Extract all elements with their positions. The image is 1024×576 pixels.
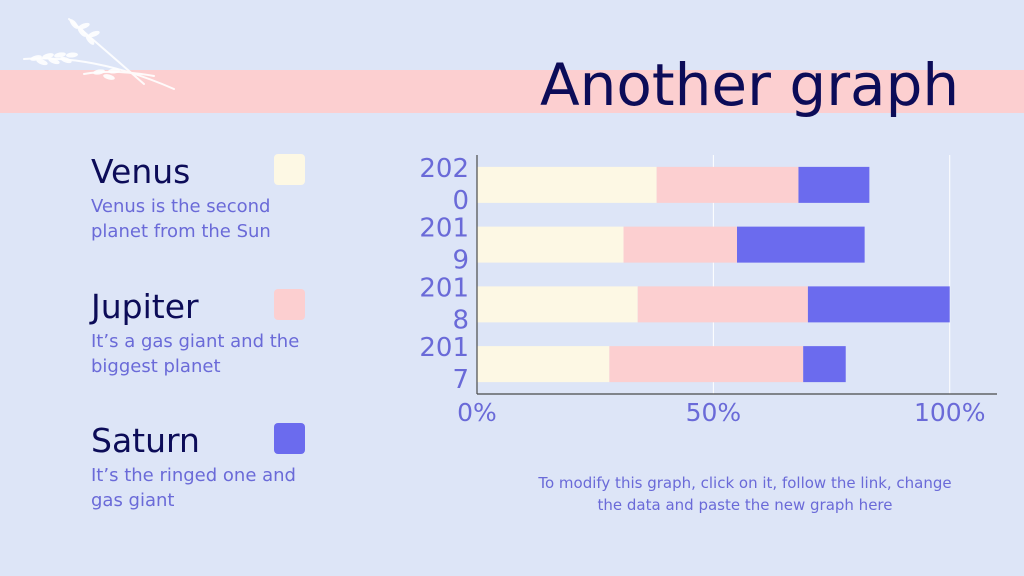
legend-name: Saturn — [91, 421, 200, 460]
category-label-2019: 201 9 — [419, 214, 469, 276]
category-label-2018: 201 8 — [419, 273, 469, 335]
bar-2017-venus — [477, 346, 610, 383]
category-label-2017: 201 7 — [419, 333, 469, 395]
bar-2017-jupiter — [609, 346, 804, 383]
category-label-2020: 202 0 — [419, 154, 469, 216]
x-tick-label-2: 100% — [914, 398, 985, 427]
bar-2017-saturn — [803, 346, 846, 383]
legend-name: Venus — [91, 152, 191, 191]
bar-2019-venus — [477, 226, 624, 263]
legend-item-jupiter: Jupiter It’s a gas giant and the biggest… — [91, 287, 331, 379]
bar-2020-saturn — [798, 166, 870, 203]
legend-description: It’s a gas giant and the biggest planet — [91, 331, 300, 377]
bar-2019-jupiter — [623, 226, 737, 263]
legend-description: It’s the ringed one and gas giant — [91, 465, 296, 511]
bar-2020-venus — [477, 166, 657, 203]
bar-2020-jupiter — [656, 166, 799, 203]
bar-2018-jupiter — [637, 286, 808, 323]
legend-item-saturn: Saturn It’s the ringed one and gas giant — [91, 421, 331, 513]
bar-2018-saturn — [807, 286, 950, 323]
modify-graph-note: To modify this graph, click on it, follo… — [538, 474, 952, 514]
legend-swatch-venus — [274, 154, 305, 185]
legend-name: Jupiter — [91, 287, 199, 326]
bar-2018-venus — [477, 286, 638, 323]
bar-2019-saturn — [737, 226, 865, 263]
legend-swatch-saturn — [274, 423, 305, 454]
x-tick-label-1: 50% — [686, 398, 742, 427]
legend-swatch-jupiter — [274, 289, 305, 320]
wheat-icon — [23, 18, 175, 90]
title-band — [0, 70, 1024, 113]
legend-description: Venus is the second planet from the Sun — [91, 196, 271, 242]
x-tick-label-0: 0% — [457, 398, 497, 427]
legend-item-venus: Venus Venus is the second planet from th… — [91, 152, 331, 244]
slide-title: Another graph — [540, 51, 960, 119]
stacked-bar-chart[interactable]: 202 0 201 9 201 8 201 7 0% 50% 100% — [410, 150, 1010, 434]
